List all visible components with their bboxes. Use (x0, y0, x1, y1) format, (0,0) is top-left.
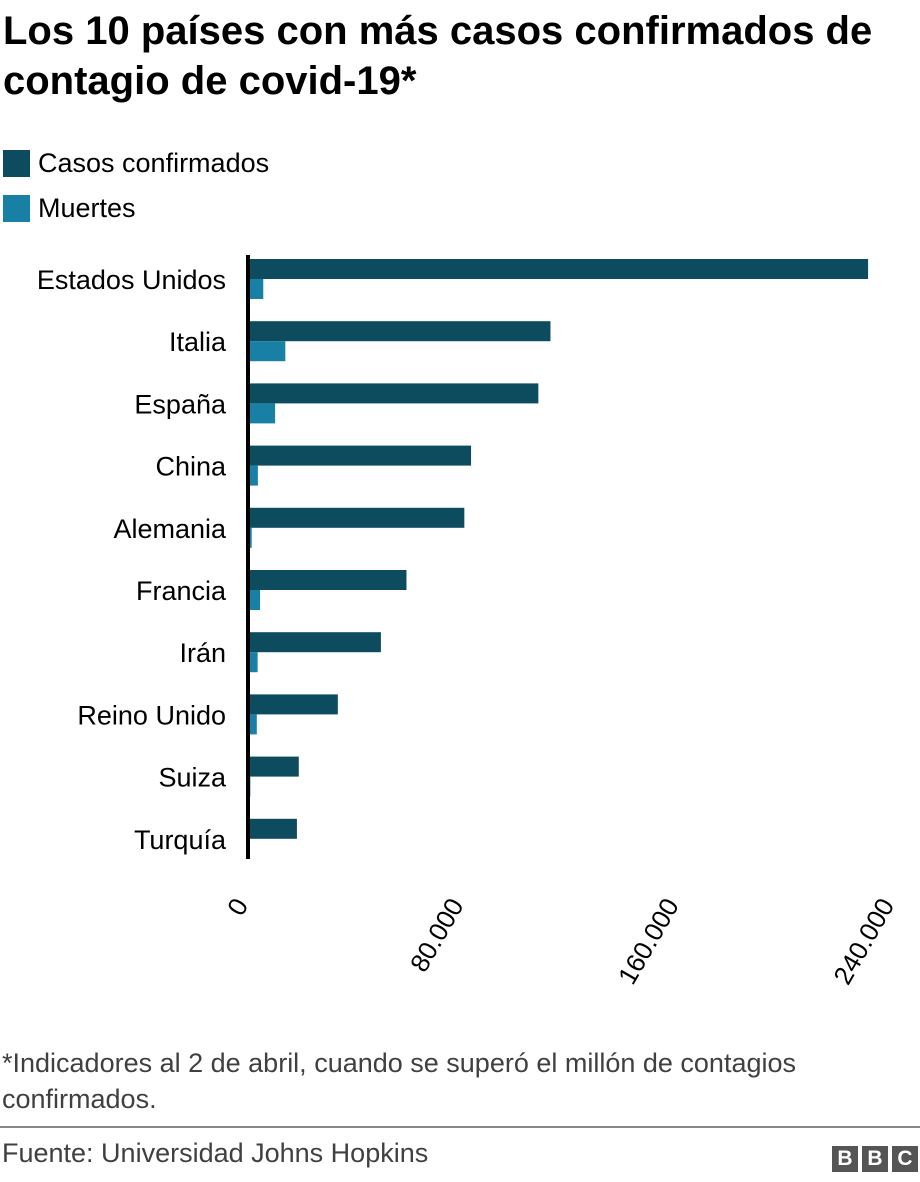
footnote: *Indicadores al 2 de abril, cuando se su… (2, 1048, 796, 1114)
x-tick-label: 160.000 (612, 893, 685, 989)
category-label: Francia (136, 576, 227, 606)
category-label: Estados Unidos (37, 265, 226, 295)
legend-swatch (3, 195, 30, 222)
logo-letter: C (892, 1146, 918, 1172)
category-label: Italia (169, 327, 227, 357)
bar-muertes (249, 590, 261, 610)
legend-item-muertes: Muertes (3, 193, 136, 224)
bar-casos (249, 818, 297, 839)
bar-casos (249, 694, 338, 715)
legend-item-casos: Casos confirmados (3, 148, 269, 179)
category-label: China (155, 452, 227, 482)
bar-muertes (249, 527, 252, 548)
logo-letter: B (832, 1146, 858, 1172)
bar-casos (249, 259, 869, 279)
category-label: Turquía (134, 825, 227, 855)
source: Fuente: Universidad Johns Hopkins (2, 1138, 429, 1168)
x-tick-label: 240.000 (827, 893, 900, 989)
bbc-logo: B B C (832, 1146, 918, 1172)
category-label: Reino Unido (77, 700, 226, 730)
bar-muertes (249, 465, 258, 486)
bar-casos (249, 632, 381, 653)
x-tick-label: 80.000 (404, 893, 470, 977)
category-label: Alemania (113, 514, 227, 544)
bar-casos (249, 445, 472, 466)
bar-muertes (249, 279, 264, 299)
category-label: Irán (179, 638, 226, 668)
logo-letter: B (862, 1146, 888, 1172)
x-tick-label: 0 (221, 893, 254, 921)
y-axis-line (246, 255, 250, 859)
bar-casos (249, 383, 539, 404)
bar-casos (249, 507, 465, 528)
category-label: España (134, 389, 227, 419)
bar-casos (249, 570, 407, 590)
divider (0, 1126, 920, 1128)
legend-label: Casos confirmados (38, 148, 270, 178)
category-label: Suiza (158, 763, 227, 793)
bar-chart: Estados Unidos Italia España China Alemania F… (37, 255, 900, 989)
legend-swatch (3, 150, 30, 177)
bar-muertes (249, 403, 276, 424)
bar-muertes (249, 714, 257, 735)
bar-casos (249, 321, 551, 342)
bar-casos (249, 756, 299, 777)
bar-muertes (249, 341, 286, 362)
bar-muertes (249, 652, 258, 673)
chart-title: Los 10 países con más casos confirmados … (3, 9, 873, 103)
legend-label: Muertes (38, 193, 136, 223)
